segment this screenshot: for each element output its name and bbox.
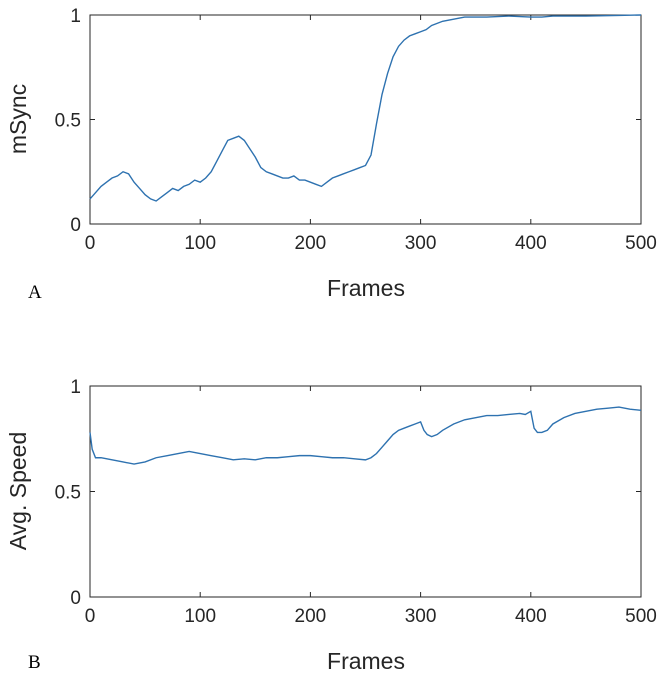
x-axis-ticks: 0 100 200 300 400 500	[85, 15, 657, 254]
panel-label: B	[28, 652, 41, 673]
y-axis-label: Avg. Speed	[5, 432, 31, 551]
x-axis-label: Frames	[327, 648, 405, 674]
y-tick-label: 1	[70, 6, 81, 27]
y-axis-ticks: 00.51	[55, 377, 641, 609]
x-tick-label: 300	[405, 233, 437, 254]
y-tick-label: 0	[70, 215, 81, 236]
x-axis-label: Frames	[327, 275, 405, 301]
y-tick-label: 1	[70, 377, 81, 398]
x-tick-label: 100	[184, 606, 216, 627]
x-tick-label: 200	[295, 233, 327, 254]
y-axis-ticks: 00.51	[55, 6, 641, 236]
x-tick-label: 400	[515, 233, 547, 254]
series-line	[89, 406, 642, 465]
x-tick-label: 0	[85, 233, 96, 254]
y-axis-label: mSync	[5, 84, 31, 154]
y-tick-label: 0	[70, 588, 81, 609]
x-tick-label: 500	[625, 606, 657, 627]
y-tick-label: 0.5	[55, 483, 81, 504]
panel-label: A	[28, 282, 42, 303]
x-tick-label: 100	[184, 233, 216, 254]
plot-area-frame	[89, 385, 642, 598]
x-tick-label: 500	[625, 233, 657, 254]
panel-b: 0 100 200 300 400 500 00.51 Frames Avg. Speed…	[5, 377, 657, 674]
y-tick-label: 0.5	[55, 111, 81, 132]
x-tick-label: 0	[85, 606, 96, 627]
panel-a: 0 100 200 300 400 500 00.51 Frames mSync A	[5, 6, 657, 303]
x-tick-label: 200	[295, 606, 327, 627]
series-line	[89, 14, 642, 202]
plot-area-frame	[89, 14, 642, 225]
x-tick-label: 300	[405, 606, 437, 627]
x-axis-ticks: 0 100 200 300 400 500	[85, 386, 657, 627]
x-tick-label: 400	[515, 606, 547, 627]
